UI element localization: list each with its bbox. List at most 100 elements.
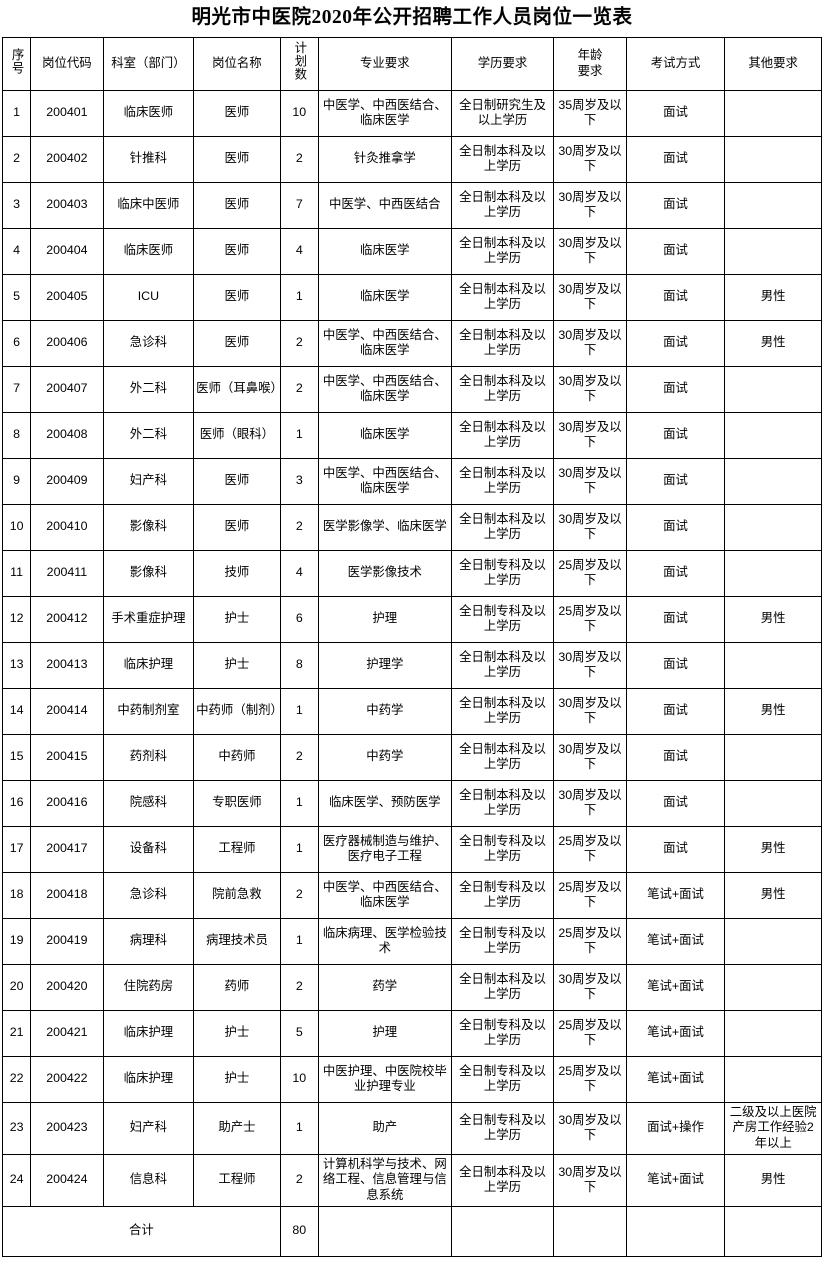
- cell-job-code: 200405: [30, 273, 104, 321]
- cell-job-code: 200408: [30, 411, 104, 459]
- cell-major-requirement: 中医学、中西医结合、临床医学: [317, 871, 452, 919]
- cell-index: 19: [1, 917, 32, 965]
- cell-department: 药剂科: [102, 733, 195, 781]
- cell-other-requirement: 男性: [724, 825, 822, 873]
- cell-major-requirement: 医学影像学、临床医学: [317, 503, 452, 551]
- cell-department: 病理科: [102, 917, 195, 965]
- cell-plan-count: 6: [279, 595, 319, 643]
- cell-education-requirement: 全日制专科及以上学历: [450, 549, 555, 597]
- table-row: 14 200414 中药制剂室 中药师（制剂） 1 中药学 全日制本科及以上学历 30周岁及以…: [1, 687, 822, 735]
- cell-index: 2: [1, 135, 32, 183]
- header-row: 序号 岗位代码 科室（部门） 岗位名称 计划数 专业要求 学历要求 年龄 要求 …: [1, 36, 822, 91]
- cell-plan-count: 2: [279, 963, 319, 1011]
- cell-other-requirement: [724, 181, 822, 229]
- table-header: 序号 岗位代码 科室（部门） 岗位名称 计划数 专业要求 学历要求 年龄 要求 …: [1, 36, 822, 91]
- cell-exam-method: 面试: [625, 365, 726, 413]
- cell-major-requirement: 中医学、中西医结合、临床医学: [317, 89, 452, 137]
- cell-other-requirement: [724, 963, 822, 1011]
- cell-age-requirement: 30周岁及以下: [553, 687, 627, 735]
- cell-major-requirement: 助产: [317, 1101, 452, 1155]
- cell-plan-count: 2: [279, 1153, 319, 1207]
- cell-job-name: 医师: [193, 135, 281, 183]
- cell-department: 妇产科: [102, 457, 195, 505]
- cell-exam-method: 面试: [625, 411, 726, 459]
- cell-job-name: 病理技术员: [193, 917, 281, 965]
- cell-other-requirement: [724, 733, 822, 781]
- cell-department: 信息科: [102, 1153, 195, 1207]
- cell-index: 3: [1, 181, 32, 229]
- cell-department: 妇产科: [102, 1101, 195, 1155]
- cell-plan-count: 1: [279, 1101, 319, 1155]
- cell-index: 4: [1, 227, 32, 275]
- table-row: 3 200403 临床中医师 医师 7 中医学、中西医结合 全日制本科及以上学历 30周岁及以…: [1, 181, 822, 229]
- cell-plan-count: 1: [279, 411, 319, 459]
- cell-job-code: 200413: [30, 641, 104, 689]
- cell-education-requirement: 全日制本科及以上学历: [450, 411, 555, 459]
- cell-job-code: 200416: [30, 779, 104, 827]
- cell-exam-method: 笔试+面试: [625, 917, 726, 965]
- cell-exam-method: 笔试+面试: [625, 1055, 726, 1103]
- cell-other-requirement: 男性: [724, 595, 822, 643]
- cell-plan-count: 1: [279, 687, 319, 735]
- cell-index: 16: [1, 779, 32, 827]
- cell-education-requirement: 全日制专科及以上学历: [450, 1101, 555, 1155]
- cell-job-name: 助产士: [193, 1101, 281, 1155]
- cell-plan-count: 1: [279, 779, 319, 827]
- age-header-line-1: 年龄: [577, 48, 603, 62]
- cell-other-requirement: 二级及以上医院产房工作经验2年以上: [724, 1101, 822, 1155]
- cell-plan-count: 4: [279, 549, 319, 597]
- cell-exam-method: 面试: [625, 779, 726, 827]
- cell-plan-count: 7: [279, 181, 319, 229]
- cell-index: 21: [1, 1009, 32, 1057]
- cell-department: 急诊科: [102, 871, 195, 919]
- cell-job-code: 200423: [30, 1101, 104, 1155]
- cell-index: 23: [1, 1101, 32, 1155]
- cell-index: 10: [1, 503, 32, 551]
- table-row: 2 200402 针推科 医师 2 针灸推拿学 全日制本科及以上学历 30周岁及以下 面试: [1, 135, 822, 183]
- table-row: 10 200410 影像科 医师 2 医学影像学、临床医学 全日制本科及以上学历 30周岁及以…: [1, 503, 822, 551]
- cell-exam-method: 笔试+面试: [625, 963, 726, 1011]
- cell-job-code: 200421: [30, 1009, 104, 1057]
- cell-age-requirement: 30周岁及以下: [553, 273, 627, 321]
- cell-major-requirement: 中医学、中西医结合、临床医学: [317, 457, 452, 505]
- column-header-plan-count-label: 计划数: [292, 41, 307, 82]
- cell-job-code: 200401: [30, 89, 104, 137]
- cell-exam-method: 面试+操作: [625, 1101, 726, 1155]
- table-row: 19 200419 病理科 病理技术员 1 临床病理、医学检验技术 全日制专科及以上学历 25…: [1, 917, 822, 965]
- cell-job-name: 医师: [193, 457, 281, 505]
- cell-other-requirement: 男性: [724, 319, 822, 367]
- cell-index: 7: [1, 365, 32, 413]
- cell-age-requirement: 30周岁及以下: [553, 1101, 627, 1155]
- cell-other-requirement: [724, 227, 822, 275]
- cell-age-requirement: 25周岁及以下: [553, 595, 627, 643]
- cell-major-requirement: 护理: [317, 595, 452, 643]
- total-empty-cell: [450, 1205, 555, 1257]
- cell-education-requirement: 全日制本科及以上学历: [450, 963, 555, 1011]
- cell-major-requirement: 计算机科学与技术、网络工程、信息管理与信息系统: [317, 1153, 452, 1207]
- cell-exam-method: 面试: [625, 503, 726, 551]
- cell-education-requirement: 全日制研究生及以上学历: [450, 89, 555, 137]
- cell-age-requirement: 30周岁及以下: [553, 779, 627, 827]
- cell-job-code: 200407: [30, 365, 104, 413]
- cell-other-requirement: [724, 917, 822, 965]
- cell-plan-count: 2: [279, 319, 319, 367]
- cell-education-requirement: 全日制本科及以上学历: [450, 503, 555, 551]
- cell-education-requirement: 全日制本科及以上学历: [450, 733, 555, 781]
- cell-job-name: 院前急救: [193, 871, 281, 919]
- cell-education-requirement: 全日制专科及以上学历: [450, 825, 555, 873]
- cell-other-requirement: [724, 411, 822, 459]
- cell-other-requirement: 男性: [724, 273, 822, 321]
- cell-education-requirement: 全日制本科及以上学历: [450, 779, 555, 827]
- table-row: 13 200413 临床护理 护士 8 护理学 全日制本科及以上学历 30周岁及以下 面试: [1, 641, 822, 689]
- cell-department: 影像科: [102, 549, 195, 597]
- total-empty-cell: [553, 1205, 627, 1257]
- cell-other-requirement: [724, 1055, 822, 1103]
- cell-age-requirement: 25周岁及以下: [553, 825, 627, 873]
- cell-job-name: 医师: [193, 319, 281, 367]
- cell-job-code: 200424: [30, 1153, 104, 1207]
- cell-exam-method: 面试: [625, 687, 726, 735]
- cell-job-code: 200406: [30, 319, 104, 367]
- cell-plan-count: 2: [279, 503, 319, 551]
- table-row: 24 200424 信息科 工程师 2 计算机科学与技术、网络工程、信息管理与信息系统 全日…: [1, 1153, 822, 1207]
